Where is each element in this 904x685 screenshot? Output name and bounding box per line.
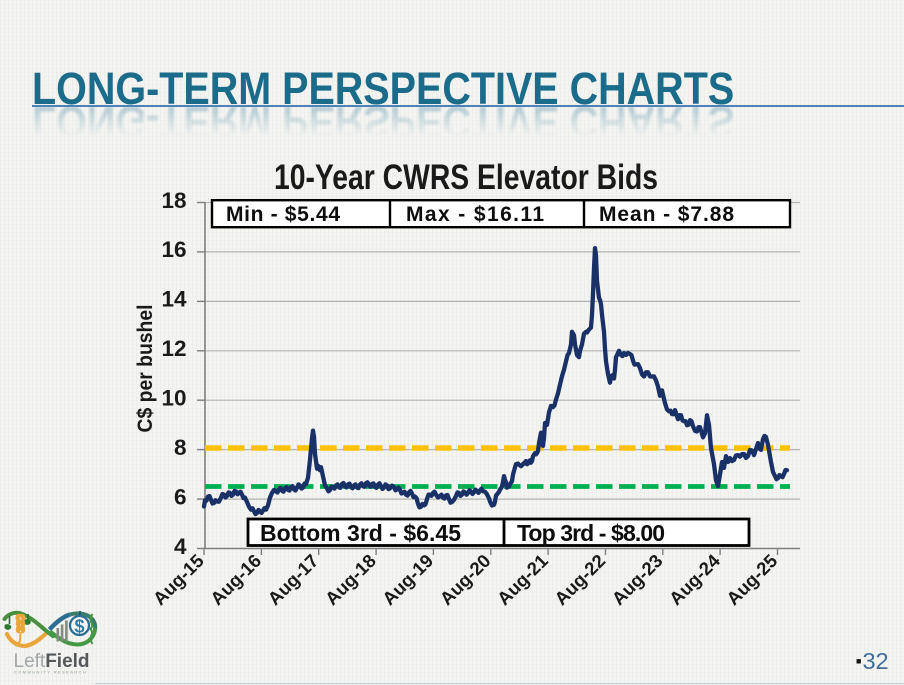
svg-text:Aug-16: Aug-16 xyxy=(206,550,265,609)
svg-text:12: 12 xyxy=(161,336,186,361)
svg-text:$: $ xyxy=(74,617,84,637)
svg-text:C$ per bushel: C$ per bushel xyxy=(133,305,157,433)
svg-text:Max - $16.11: Max - $16.11 xyxy=(406,203,544,226)
svg-text:Aug-17: Aug-17 xyxy=(263,550,322,609)
svg-text:18: 18 xyxy=(161,188,186,213)
svg-text:Top 3rd - $8.00: Top 3rd - $8.00 xyxy=(517,520,665,546)
svg-text:14: 14 xyxy=(161,287,187,312)
svg-text:16: 16 xyxy=(161,237,186,262)
svg-text:Aug-15: Aug-15 xyxy=(149,550,208,609)
svg-text:COMMUNITY RESEARCH: COMMUNITY RESEARCH xyxy=(14,670,87,675)
svg-text:Aug-18: Aug-18 xyxy=(321,550,380,609)
svg-text:8: 8 xyxy=(174,435,187,460)
svg-text:6: 6 xyxy=(174,484,187,509)
svg-text:Bottom 3rd - $6.45: Bottom 3rd - $6.45 xyxy=(260,520,461,546)
svg-text:10: 10 xyxy=(161,386,186,411)
svg-text:Aug-22: Aug-22 xyxy=(550,550,609,609)
svg-text:Aug-19: Aug-19 xyxy=(378,550,437,609)
svg-text:Aug-23: Aug-23 xyxy=(607,550,666,609)
svg-text:Mean - $7.88: Mean - $7.88 xyxy=(599,203,734,226)
svg-text:Aug-20: Aug-20 xyxy=(435,550,494,609)
svg-text:Aug-21: Aug-21 xyxy=(493,550,552,609)
svg-text:Aug-25: Aug-25 xyxy=(722,550,781,609)
svg-text:LeftField: LeftField xyxy=(14,651,90,672)
svg-text:Min - $5.44: Min - $5.44 xyxy=(226,203,340,226)
svg-text:10-Year CWRS Elevator Bids: 10-Year CWRS Elevator Bids xyxy=(274,158,658,197)
svg-text:4: 4 xyxy=(174,534,187,559)
svg-text:Aug-24: Aug-24 xyxy=(665,549,725,609)
